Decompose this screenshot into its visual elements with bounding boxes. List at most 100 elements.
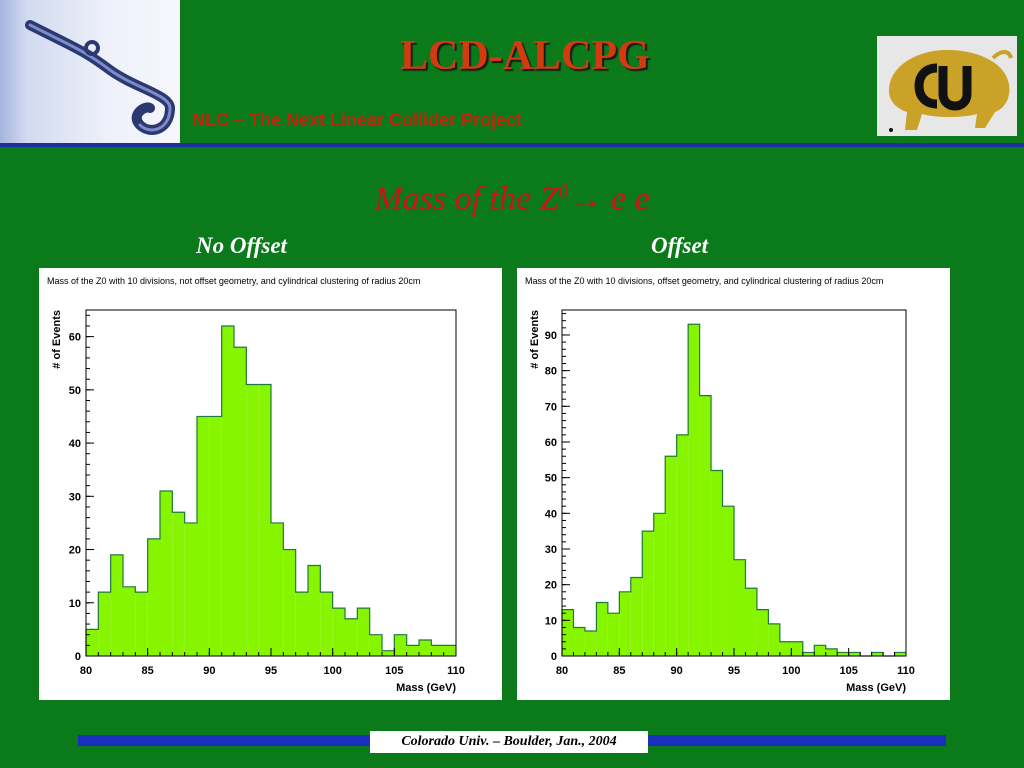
y-tick-label: 70 [545,401,557,413]
histogram-bar [607,613,620,656]
y-tick-label: 90 [545,330,557,342]
histogram-bar [768,623,780,656]
histogram-offset: Mass of the Z0 with 10 divisions, offset… [517,268,950,700]
histogram-bar [756,609,769,656]
histogram-bar [814,645,826,656]
x-tick-label: 85 [613,665,625,677]
histogram-bar [406,645,419,656]
histogram-bar [722,506,734,656]
y-axis-label: # of Events [51,310,63,369]
slide-title-suffix: e e [602,180,650,218]
y-tick-label: 30 [545,544,557,556]
x-tick-label: 110 [897,665,915,677]
y-tick-label: 0 [75,651,81,663]
header-divider [0,143,1024,147]
nlc-logo [0,0,180,145]
y-tick-label: 60 [545,437,557,449]
histogram-bar [234,347,247,656]
x-tick-label: 100 [323,665,341,677]
histogram-bar [283,549,296,656]
x-tick-label: 95 [728,665,740,677]
y-tick-label: 10 [69,598,81,610]
histogram-bar [871,652,884,656]
histogram-bar [779,641,792,656]
y-tick-label: 50 [545,473,557,485]
histogram-bar [745,588,757,656]
x-tick-label: 105 [839,665,857,677]
left-panel-label: No Offset [196,233,287,258]
y-tick-label: 40 [545,508,557,520]
histogram-bar [246,384,259,656]
histogram-bar [345,618,358,656]
histogram-bar [110,554,123,656]
histogram-bar [837,652,849,656]
histogram-bar [642,531,654,656]
histogram-bar [160,490,173,656]
histogram-bar [665,456,677,656]
histogram-offset-svg: Mass of the Z0 with 10 divisions, offset… [525,276,915,694]
x-tick-label: 80 [556,665,568,677]
page-title: LCD-ALCPG [400,33,650,79]
y-tick-label: 80 [545,366,557,378]
histogram-bar [630,577,643,656]
histogram-bar [688,324,700,656]
x-axis-label: Mass (GeV) [396,682,456,694]
slide-title-text: Mass of the Z [374,180,559,218]
chart-title: Mass of the Z0 with 10 divisions, offset… [525,276,883,286]
footer-text: Colorado Univ. – Boulder, Jan., 2004 [370,731,648,753]
nlc-hook-icon [25,20,176,135]
x-tick-label: 110 [447,665,465,677]
histogram-bar [123,586,136,656]
histogram-bar [584,631,597,656]
histogram-bar [184,522,197,656]
page-subtitle: NLC – The Next Linear Collider Project [192,110,523,130]
histogram-bar [653,513,666,656]
x-tick-label: 80 [80,665,92,677]
x-axis-label: Mass (GeV) [846,682,906,694]
histogram-bar [147,538,160,656]
histogram-bar [791,641,803,656]
logo-stripe [0,0,28,145]
histogram-bar [258,384,271,656]
x-tick-label: 90 [671,665,683,677]
cu-buffalo-logo [877,36,1017,136]
histogram-bar [369,634,382,656]
histogram-bar [562,609,574,656]
histogram-bar [382,650,395,656]
histogram-bar [894,652,906,656]
chart-title: Mass of the Z0 with 10 divisions, not of… [47,276,420,286]
y-axis-label: # of Events [529,310,541,369]
right-panel-label: Offset [651,233,709,258]
histogram-bar [573,627,585,656]
arrow-icon: → [568,180,603,218]
histogram-bar [135,592,148,656]
histogram-bar [394,634,407,656]
histogram-bar [86,629,99,656]
histogram-bar [699,395,712,656]
y-tick-label: 0 [551,651,557,663]
histogram-bar [172,512,185,656]
histogram-bar [308,565,321,656]
histogram-bar [431,645,444,656]
histogram-bar [825,648,838,656]
histogram-bar [221,325,234,656]
slide-title-superscript: 0 [558,180,569,202]
histogram-bar [711,470,723,656]
histogram-outline [85,325,456,656]
x-tick-label: 105 [385,665,403,677]
histogram-no-offset-svg: Mass of the Z0 with 10 divisions, not of… [47,276,465,694]
histogram-bar [596,602,608,656]
histogram-bar [443,645,456,656]
histogram-bar [332,608,345,656]
histogram-bar [320,592,333,656]
x-tick-label: 90 [203,665,215,677]
y-tick-label: 30 [69,491,81,503]
y-tick-label: 20 [545,580,557,592]
histogram-bar [98,592,111,656]
histogram-bar [357,608,370,656]
y-tick-label: 50 [69,385,81,397]
histogram-bar [619,591,631,656]
y-tick-label: 10 [545,615,557,627]
slide-title: Mass of the Z0→ e e [0,180,1024,218]
histogram-bar [419,640,432,656]
